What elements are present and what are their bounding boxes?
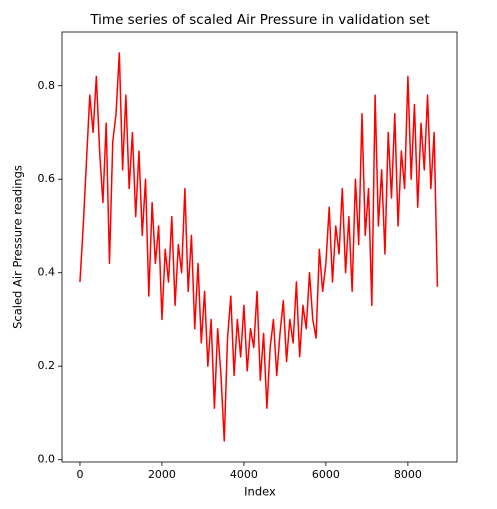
chart-title: Time series of scaled Air Pressure in va… [89,12,429,28]
y-tick-label: 0.2 [38,359,56,372]
y-tick-label: 0.6 [38,172,56,185]
x-tick-label: 2000 [148,468,176,481]
x-tick-label: 4000 [230,468,258,481]
y-axis-label: Scaled Air Pressure readings [11,165,25,329]
y-tick-label: 0.4 [38,266,56,279]
y-tick-label: 0.8 [38,79,56,92]
x-tick-label: 6000 [312,468,340,481]
axes-frame [61,31,458,463]
x-tick-label: 8000 [394,468,422,481]
x-tick-label: 0 [76,468,83,481]
y-tick-label: 0.0 [38,453,56,466]
plot-area [79,52,439,442]
data-line [79,52,439,442]
x-axis-label: Index [244,485,276,499]
